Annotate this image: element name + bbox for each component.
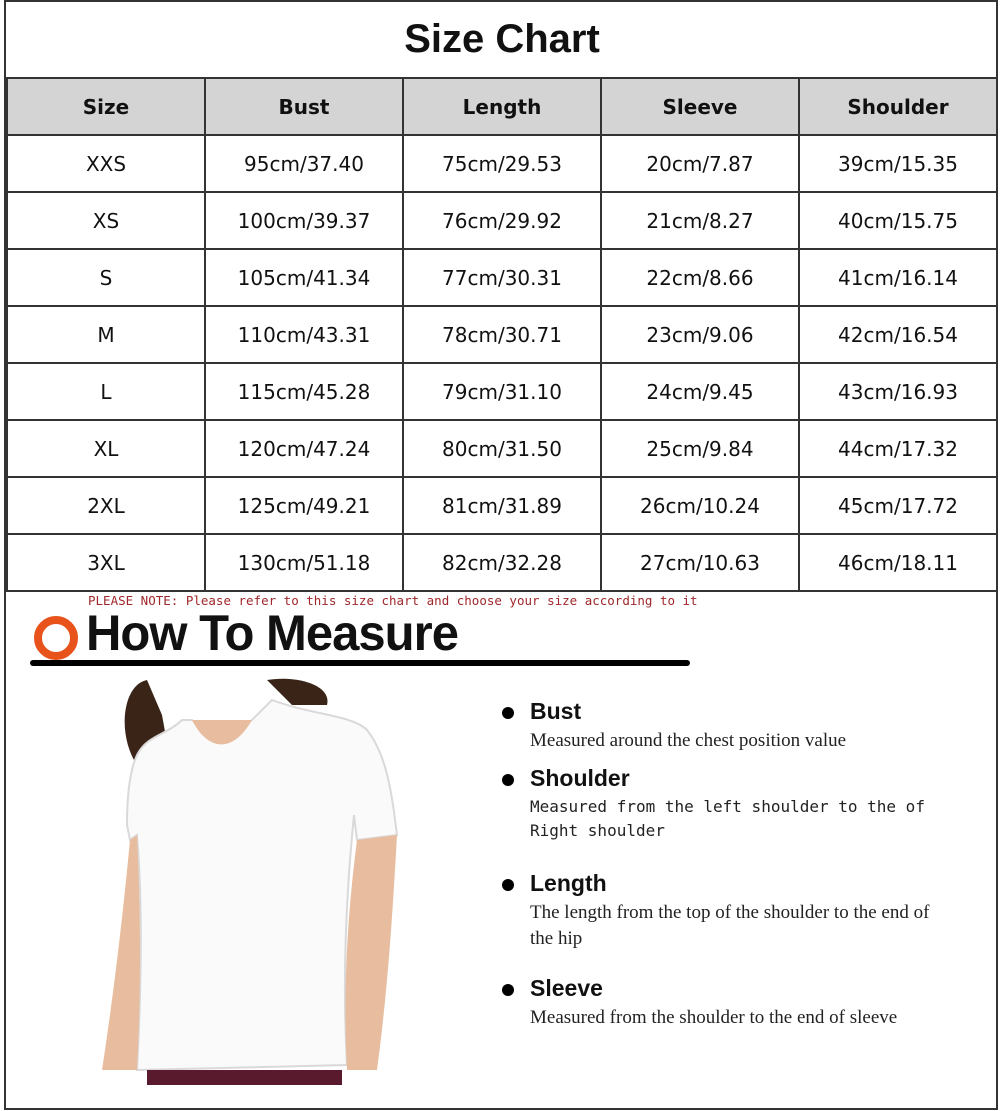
header-row: Size Bust Length Sleeve Shoulder: [6, 77, 999, 136]
cell-length: 78cm/30.71: [402, 305, 602, 364]
size-table: Size Chart Size Bust Length Sleeve Shoulder …: [6, 2, 999, 592]
cell-size: 2XL: [6, 476, 206, 535]
measure-name: Length: [530, 870, 607, 896]
cell-length: 79cm/31.10: [402, 362, 602, 421]
circle-bullet-icon: [34, 616, 78, 660]
cell-sleeve: 20cm/7.87: [600, 134, 800, 193]
table-row: S 105cm/41.34 77cm/30.31 22cm/8.66 41cm/16.1…: [6, 248, 999, 307]
model-shirt-image: [102, 678, 399, 1085]
measure-description: Measured around the chest position value: [530, 730, 847, 751]
measure-description: Measured from the left shoulder to the o…: [530, 797, 925, 840]
cell-length: 82cm/32.28: [402, 533, 602, 592]
cell-bust: 100cm/39.37: [204, 191, 404, 250]
measure-name: Bust: [530, 698, 582, 724]
column-header-bust: Bust: [204, 77, 404, 136]
cell-size: XL: [6, 419, 206, 478]
how-to-measure-section: PLEASE NOTE: Please refer to this size c…: [6, 580, 996, 1108]
bullet-icon: [502, 707, 514, 719]
cell-size: 3XL: [6, 533, 206, 592]
cell-size: L: [6, 362, 206, 421]
cell-sleeve: 21cm/8.27: [600, 191, 800, 250]
cell-bust: 125cm/49.21: [204, 476, 404, 535]
table-row: XS 100cm/39.37 76cm/29.92 21cm/8.27 40cm/15.…: [6, 191, 999, 250]
cell-size: XXS: [6, 134, 206, 193]
column-header-size: Size: [6, 77, 206, 136]
table-row: XXS 95cm/37.40 75cm/29.53 20cm/7.87 39cm/15.…: [6, 134, 999, 193]
table-row: L 115cm/45.28 79cm/31.10 24cm/9.45 43cm/16.9…: [6, 362, 999, 421]
bullet-icon: [502, 774, 514, 786]
cell-bust: 115cm/45.28: [204, 362, 404, 421]
cell-length: 81cm/31.89: [402, 476, 602, 535]
cell-sleeve: 23cm/9.06: [600, 305, 800, 364]
cell-sleeve: 25cm/9.84: [600, 419, 800, 478]
table-row: 3XL 130cm/51.18 82cm/32.28 27cm/10.63 46cm/1…: [6, 533, 999, 592]
chart-title: Size Chart: [7, 2, 998, 79]
measure-description: Measured from the shoulder to the end of…: [530, 1007, 898, 1028]
cell-length: 75cm/29.53: [402, 134, 602, 193]
cell-shoulder: 45cm/17.72: [797, 476, 999, 535]
bullet-icon: [502, 879, 514, 891]
please-note: PLEASE NOTE: Please refer to this size c…: [88, 593, 698, 608]
column-header-sleeve: Sleeve: [600, 77, 800, 136]
table-row: 2XL 125cm/49.21 81cm/31.89 26cm/10.24 45cm/1…: [6, 476, 999, 535]
cell-bust: 120cm/47.24: [204, 419, 404, 478]
measure-name: Sleeve: [530, 975, 603, 1001]
measure-description: The length from the top of the shoulder …: [530, 902, 930, 949]
size-chart-sheet: Size Chart Size Bust Length Sleeve Shoulder …: [4, 0, 999, 1110]
cell-sleeve: 27cm/10.63: [600, 533, 800, 592]
measure-name: Shoulder: [530, 765, 630, 791]
cell-shoulder: 39cm/15.35: [797, 134, 999, 193]
cell-shoulder: 41cm/16.14: [797, 248, 999, 307]
cell-size: S: [6, 248, 206, 307]
cell-bust: 130cm/51.18: [204, 533, 404, 592]
cell-sleeve: 24cm/9.45: [600, 362, 800, 421]
cell-sleeve: 22cm/8.66: [600, 248, 800, 307]
column-header-length: Length: [402, 77, 602, 136]
cell-length: 77cm/30.31: [402, 248, 602, 307]
heading-underline: [30, 660, 690, 666]
bullet-icon: [502, 984, 514, 996]
cell-shoulder: 42cm/16.54: [797, 305, 999, 364]
cell-size: XS: [6, 191, 206, 250]
table-row: M 110cm/43.31 78cm/30.71 23cm/9.06 42cm/16.5…: [6, 305, 999, 364]
column-header-shoulder: Shoulder: [797, 77, 999, 136]
cell-shoulder: 44cm/17.32: [797, 419, 999, 478]
cell-sleeve: 26cm/10.24: [600, 476, 800, 535]
cell-length: 76cm/29.92: [402, 191, 602, 250]
cell-shoulder: 46cm/18.11: [797, 533, 999, 592]
cell-shoulder: 40cm/15.75: [797, 191, 999, 250]
cell-size: M: [6, 305, 206, 364]
cell-shoulder: 43cm/16.93: [797, 362, 999, 421]
cell-bust: 95cm/37.40: [204, 134, 404, 193]
cell-length: 80cm/31.50: [402, 419, 602, 478]
cell-bust: 105cm/41.34: [204, 248, 404, 307]
how-to-measure-heading: How To Measure: [86, 605, 459, 661]
cell-bust: 110cm/43.31: [204, 305, 404, 364]
table-row: XL 120cm/47.24 80cm/31.50 25cm/9.84 44cm/17.…: [6, 419, 999, 478]
